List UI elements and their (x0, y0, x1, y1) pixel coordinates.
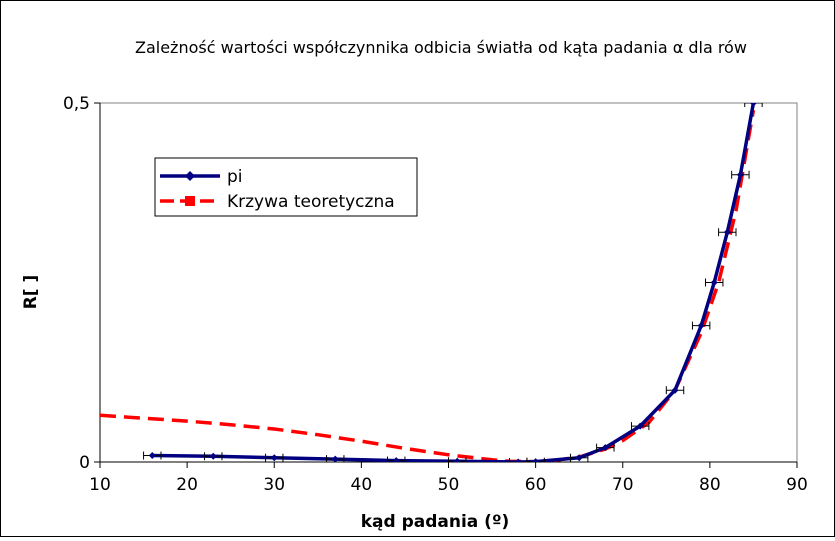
pi-data-point (532, 458, 540, 462)
legend-marker-square (185, 196, 195, 206)
legend: pi Krzywa teoretyczna (154, 157, 418, 217)
legend-label: pi (227, 167, 243, 187)
pi-data-point (392, 457, 400, 462)
y-axis: 00,5 (63, 94, 101, 473)
y-tick-label: 0 (79, 453, 90, 473)
legend-marker-diamond (185, 171, 195, 181)
pi-data-point (270, 454, 278, 462)
x-tick-label: 40 (351, 475, 373, 495)
pi-data-point (736, 171, 744, 179)
pi-data-point (671, 386, 679, 394)
x-tick-label: 50 (438, 475, 460, 495)
legend-label: Krzywa teoretyczna (227, 192, 395, 212)
pi-data-point (723, 228, 731, 236)
x-tick-label: 80 (699, 475, 721, 495)
pi-data-point (514, 458, 522, 462)
legend-box (154, 157, 418, 217)
pi-data-point (209, 452, 217, 460)
series-layer (100, 103, 763, 462)
x-tick-label: 70 (612, 475, 634, 495)
plot-area (99, 102, 798, 463)
x-tick-label: 60 (525, 475, 547, 495)
pi-data-point (148, 452, 156, 460)
y-axis-label: R[ ] (21, 275, 41, 310)
pi-data-point (331, 455, 339, 462)
pi-data-point (636, 422, 644, 430)
pi-data-point (697, 322, 705, 330)
x-tick-label: 10 (89, 475, 111, 495)
pi-data-point (453, 457, 461, 462)
chart-title: Zależność wartości współczynnika odbicia… (135, 38, 747, 57)
x-tick-label: 90 (786, 475, 808, 495)
x-tick-label: 20 (176, 475, 198, 495)
x-tick-label: 30 (263, 475, 285, 495)
pi-data-point (601, 444, 609, 452)
pi-data-point (710, 279, 718, 286)
x-axis-label: kąd padania (º) (361, 512, 510, 532)
pi-data-point (575, 454, 583, 462)
y-tick-label: 0,5 (63, 94, 90, 114)
pi-data-point (749, 103, 757, 107)
